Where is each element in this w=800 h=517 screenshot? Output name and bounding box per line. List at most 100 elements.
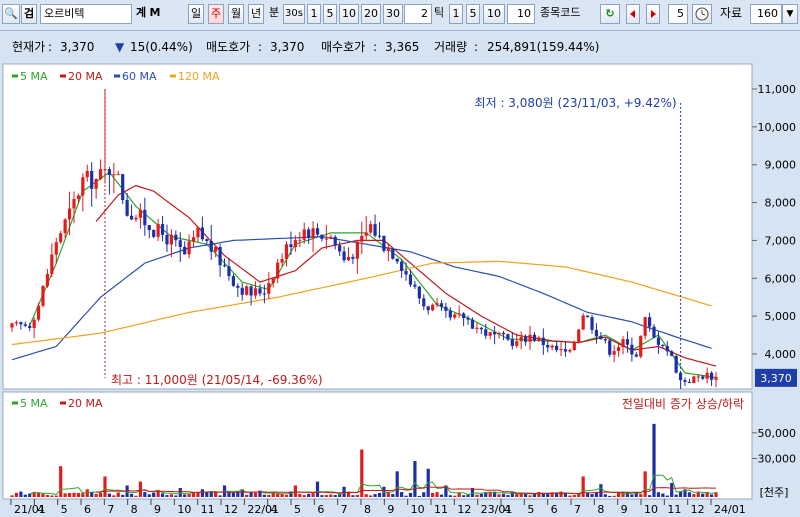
candle-body [280, 259, 284, 263]
volume-bar [457, 492, 461, 497]
data-count-dropdown-icon[interactable]: ▼ [782, 4, 798, 24]
volume-bar [165, 495, 169, 497]
y-tick-label: 8,000 [765, 197, 797, 210]
candle-body [209, 240, 213, 252]
candle-body [36, 305, 41, 320]
data-count-input[interactable]: 160 [750, 4, 782, 24]
volume-bar [76, 492, 81, 497]
tab-minute[interactable]: 분 [268, 6, 280, 19]
refresh-icon[interactable]: ↻ [600, 4, 620, 24]
volume-bar [577, 493, 581, 497]
volume-bar [302, 495, 306, 497]
tab-day[interactable]: 일 [188, 4, 204, 24]
volume-bar [156, 490, 160, 497]
volume-label: 거래량 [434, 40, 468, 54]
tab-min-30[interactable]: 30 [383, 4, 403, 24]
scroll-left-icon[interactable] [626, 4, 640, 24]
volume-bar [652, 423, 656, 497]
candle-body [670, 351, 674, 356]
candle-body [14, 322, 19, 324]
volume-bar [391, 494, 395, 497]
tab-week[interactable]: 주 [208, 4, 224, 24]
tab-min-20[interactable]: 20 [361, 4, 381, 24]
candle-body [621, 339, 625, 348]
stock-name-input[interactable]: 오르비텍 [40, 4, 132, 24]
volume-bar [506, 495, 510, 497]
tab-30s[interactable]: 30s [283, 4, 305, 24]
candle-body [289, 244, 293, 248]
search-icon[interactable]: 🔍 [2, 4, 20, 24]
tick-10-button[interactable]: 10 [483, 4, 505, 24]
volume-bar [484, 492, 488, 497]
scroll-right-icon[interactable] [646, 4, 660, 24]
tab-min-10[interactable]: 10 [339, 4, 359, 24]
x-tick-label: 4 [271, 503, 278, 516]
candle-body [138, 209, 143, 218]
volume-bar [616, 491, 621, 497]
volume-bar [10, 495, 14, 497]
candle-body [178, 240, 182, 247]
volume-bar [550, 492, 554, 497]
tick-1-button[interactable]: 1 [449, 4, 463, 24]
volume-bar [63, 493, 67, 497]
x-tick-label: 11 [434, 503, 448, 516]
ma120-line [11, 260, 712, 346]
tab-min-5[interactable]: 5 [323, 4, 337, 24]
volume-bar [709, 494, 714, 497]
candle-body [408, 274, 413, 285]
volume-bar [289, 491, 293, 497]
volume-bar [555, 493, 559, 497]
volume-bar [174, 495, 178, 497]
m-button[interactable]: M [149, 6, 161, 19]
candle-body [338, 245, 342, 252]
vol-y-tick-label: 50,000 [758, 427, 797, 440]
candle-body [577, 329, 581, 342]
candle-body [231, 276, 235, 286]
volume-bar [112, 495, 116, 497]
candle-body [94, 179, 98, 189]
candle-body [555, 345, 559, 351]
candle-body [271, 278, 275, 284]
candle-body [253, 288, 258, 296]
tick-5-button[interactable]: 5 [466, 4, 480, 24]
gye-button[interactable]: 계 [135, 6, 147, 19]
volume-bar [262, 494, 266, 497]
volume-bar [147, 494, 151, 497]
candle-body [377, 235, 382, 237]
volume-bar [45, 494, 50, 497]
candle-body [85, 170, 89, 178]
candle-body [382, 235, 386, 251]
tab-min-1[interactable]: 1 [307, 4, 321, 24]
candle-body [404, 270, 408, 275]
scroll-step-input[interactable]: 5 [668, 4, 688, 24]
volume-bar [200, 489, 204, 497]
tick-count-input[interactable]: 2 [404, 4, 432, 24]
volume-bar [85, 489, 89, 497]
candle-body [413, 284, 417, 287]
volume-bar [81, 493, 85, 497]
volume-bar [608, 495, 612, 497]
search-button[interactable]: 검 [21, 4, 37, 24]
candle-body [497, 332, 501, 335]
candle-body [484, 329, 488, 336]
volume-bar [634, 492, 638, 497]
volume-bar [501, 493, 506, 497]
candle-body [674, 355, 678, 373]
tick-custom-input[interactable]: 10 [507, 4, 535, 24]
candle-body [532, 334, 537, 341]
candle-body [50, 254, 54, 274]
clock-icon[interactable] [692, 4, 712, 24]
candle-body [23, 324, 27, 326]
volume-bar [28, 493, 32, 497]
tab-month[interactable]: 월 [228, 4, 244, 24]
volume-legend: 5 MA 20 MA 전일대비 증가 상승/하락 [12, 397, 744, 411]
y-tick-label: 6,000 [765, 272, 797, 285]
volume-caption: 전일대비 증가 상승/하락 [622, 397, 744, 411]
candle-body [351, 256, 355, 259]
x-tick-label: 4 [37, 503, 44, 516]
volume-bar [258, 490, 262, 497]
volume-bar [107, 493, 112, 497]
tab-year[interactable]: 년 [248, 4, 264, 24]
candle-body [59, 233, 63, 243]
volume-bar [214, 491, 218, 497]
